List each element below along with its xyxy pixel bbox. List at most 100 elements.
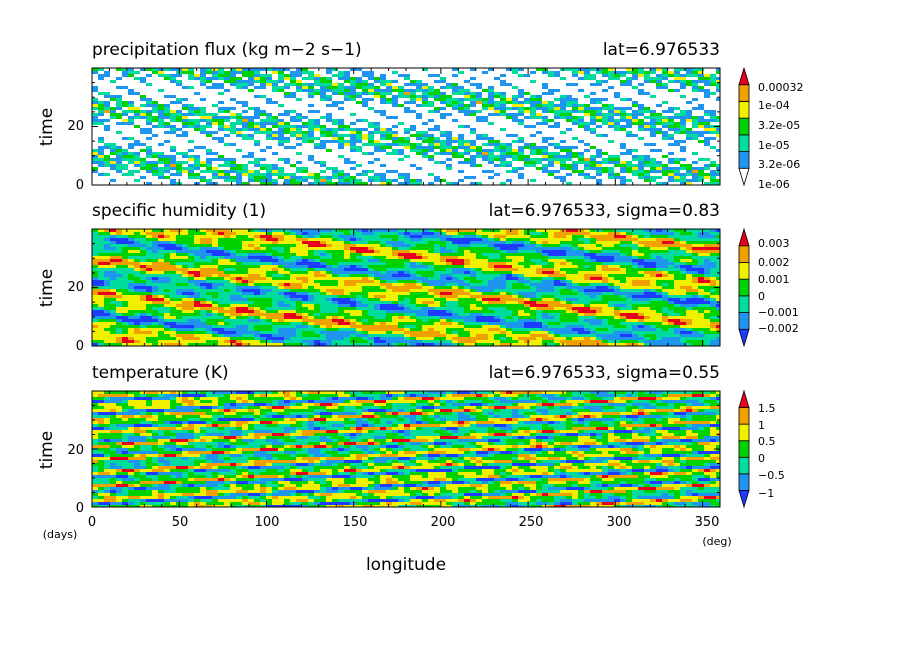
heatmap-cell (542, 274, 548, 277)
heatmap-cell (296, 271, 302, 274)
heatmap-cell (488, 137, 494, 140)
heatmap-cell (422, 86, 428, 89)
heatmap-cell (332, 173, 338, 176)
heatmap-cell (716, 98, 720, 101)
heatmap-cell (392, 268, 398, 271)
heatmap-cell (242, 164, 248, 167)
heatmap-cell (116, 170, 122, 173)
heatmap-cell (680, 253, 686, 256)
heatmap-cell (188, 229, 194, 232)
heatmap-cell (464, 304, 470, 307)
heatmap-cell (458, 298, 464, 301)
heatmap-cell (200, 283, 206, 286)
heatmap-cell (698, 301, 704, 304)
heatmap-cell (650, 167, 656, 170)
heatmap-cell (692, 259, 698, 262)
heatmap-cell (614, 301, 620, 304)
heatmap-cell (662, 101, 668, 104)
heatmap-cell (386, 232, 392, 235)
heatmap-cell (566, 298, 572, 301)
heatmap-cell (482, 247, 488, 250)
heatmap-cell (566, 265, 572, 268)
heatmap-cell (362, 83, 368, 86)
heatmap-cell (374, 176, 380, 179)
heatmap-cell (476, 271, 482, 274)
heatmap-cell (554, 110, 560, 113)
heatmap-cell (410, 253, 416, 256)
heatmap-cell (716, 89, 720, 92)
heatmap-cell (146, 241, 152, 244)
heatmap-cell (338, 253, 344, 256)
heatmap-cell (350, 80, 356, 83)
heatmap-cell (248, 295, 254, 298)
heatmap-cell (434, 265, 440, 268)
heatmap-cell (416, 83, 422, 86)
heatmap-cell (116, 250, 122, 253)
heatmap-cell (392, 125, 398, 128)
heatmap-cell (284, 283, 290, 286)
heatmap-cell (392, 256, 398, 259)
heatmap-cell (338, 298, 344, 301)
heatmap-cell (530, 271, 536, 274)
heatmap-cell (470, 295, 476, 298)
heatmap-cell (452, 104, 458, 107)
heatmap-cell (164, 268, 170, 271)
heatmap-cell (518, 277, 524, 280)
heatmap-cell (704, 140, 710, 143)
heatmap-cell (476, 134, 482, 137)
heatmap-cell (356, 271, 362, 274)
heatmap-cell (512, 295, 518, 298)
heatmap-cell (650, 176, 656, 179)
heatmap-cell (278, 301, 284, 304)
heatmap-cell (470, 155, 476, 158)
heatmap-cell (404, 92, 410, 95)
heatmap-cell (362, 241, 368, 244)
heatmap-cell (134, 161, 140, 164)
heatmap-cell (404, 265, 410, 268)
heatmap-cell (560, 167, 566, 170)
heatmap-cell (314, 244, 320, 247)
heatmap-cell (368, 86, 374, 89)
heatmap-cell (704, 289, 710, 292)
heatmap-cell (158, 253, 164, 256)
heatmap-cell (404, 247, 410, 250)
heatmap-cell (524, 277, 530, 280)
heatmap-cell (632, 77, 638, 80)
heatmap-cell (626, 149, 632, 152)
heatmap-cell (476, 265, 482, 268)
heatmap-cell (422, 95, 428, 98)
heatmap-cell (188, 262, 194, 265)
heatmap-cell (698, 262, 704, 265)
heatmap-cell (584, 262, 590, 265)
heatmap-cell (380, 182, 386, 185)
heatmap-cell (134, 238, 140, 241)
heatmap-cell (650, 80, 656, 83)
heatmap-cell (128, 116, 134, 119)
heatmap-cell (266, 128, 272, 131)
heatmap-cell (266, 259, 272, 262)
heatmap-cell (374, 286, 380, 289)
heatmap-cell (356, 137, 362, 140)
heatmap-cell (386, 283, 392, 286)
heatmap-cell (158, 155, 164, 158)
heatmap-cell (380, 271, 386, 274)
heatmap-cell (206, 256, 212, 259)
heatmap-cell (230, 247, 236, 250)
heatmap-cell (98, 307, 104, 310)
heatmap-cell (314, 143, 320, 146)
heatmap-cell (128, 262, 134, 265)
heatmap-cell (500, 304, 506, 307)
heatmap-cell (596, 265, 602, 268)
heatmap-cell (290, 292, 296, 295)
heatmap-cell (230, 256, 236, 259)
heatmap-cell (188, 164, 194, 167)
heatmap-cell (134, 289, 140, 292)
heatmap-cell (200, 131, 206, 134)
heatmap-cell (224, 229, 230, 232)
heatmap-cell (134, 241, 140, 244)
heatmap-cell (608, 176, 614, 179)
heatmap-cell (584, 259, 590, 262)
heatmap-cell (458, 104, 464, 107)
heatmap-cell (416, 301, 422, 304)
heatmap-cell (134, 307, 140, 310)
